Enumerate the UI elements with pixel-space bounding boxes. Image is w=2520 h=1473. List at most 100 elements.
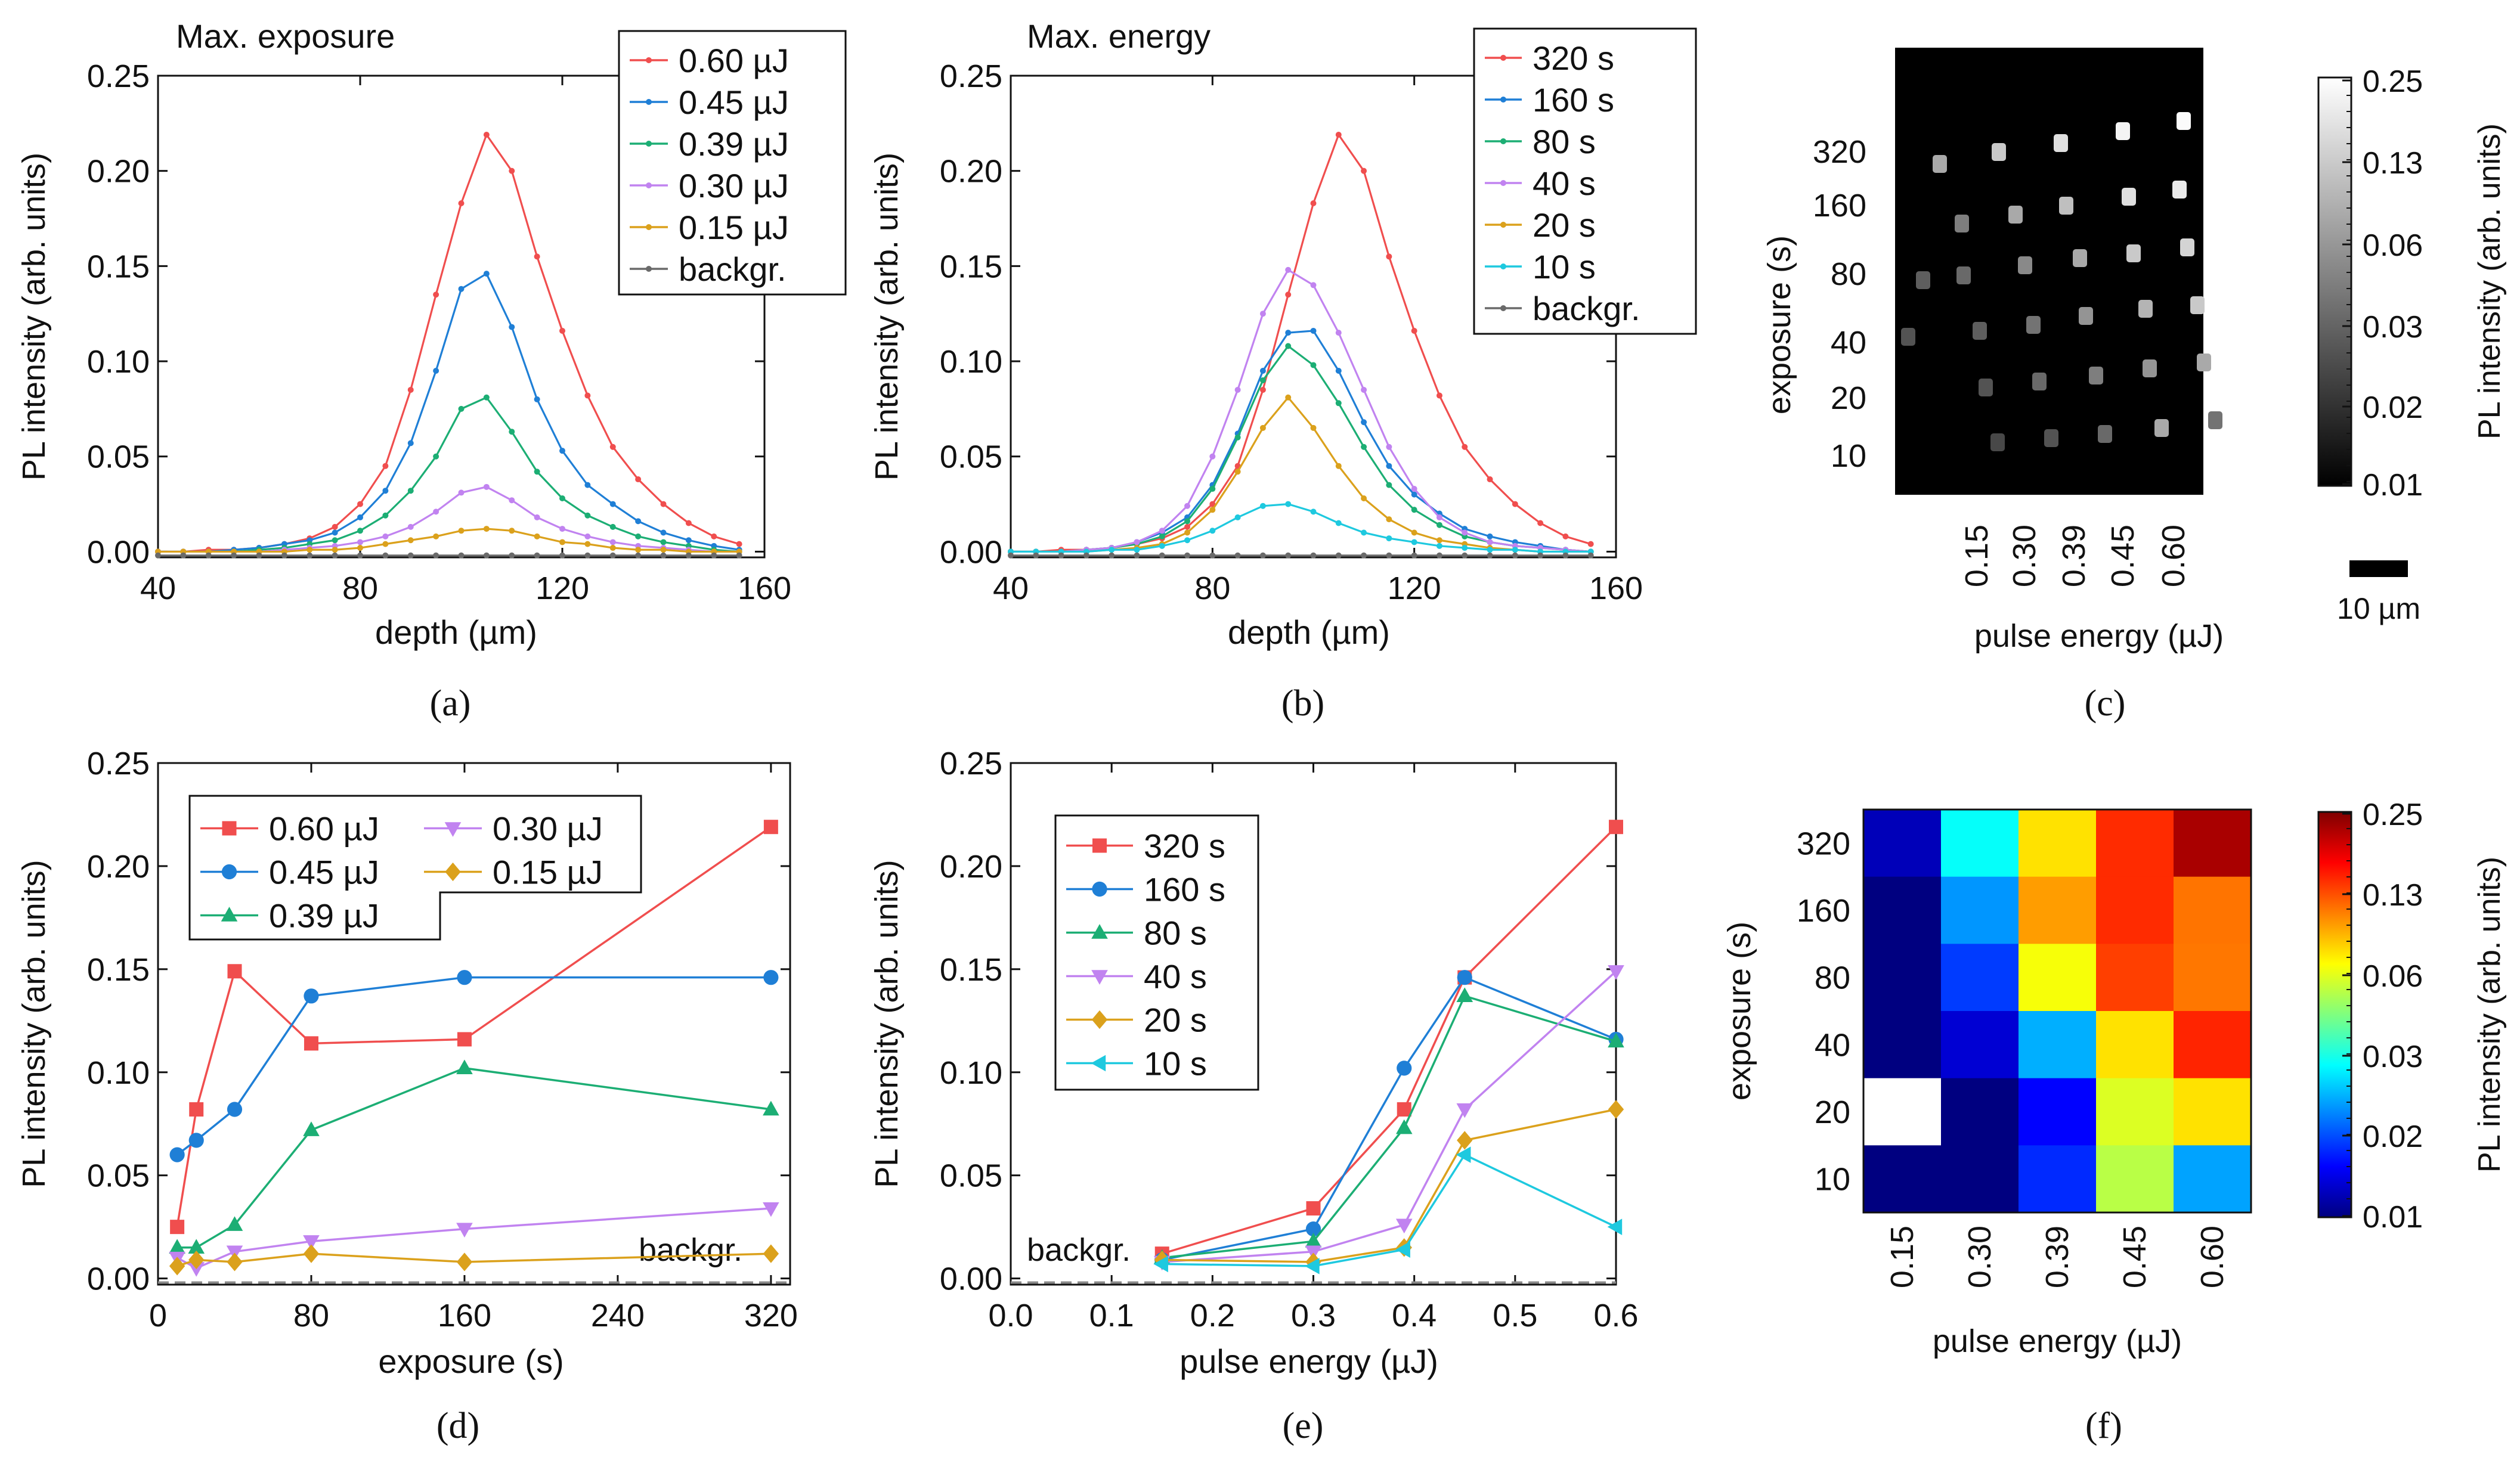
data-point	[456, 1223, 473, 1238]
panel-a-ytick-label: 0.25	[87, 58, 150, 94]
panel-c-caption: (c)	[2085, 683, 2126, 724]
data-point	[1285, 266, 1292, 273]
panel-b-ytick-label: 0.00	[940, 534, 1002, 570]
panel-e-legend: 320 s 160 s 80 s 40 s 20 s 10 s	[1054, 814, 1259, 1091]
data-point	[685, 537, 692, 544]
legend-item: 0.15 µJ	[424, 854, 603, 891]
data-point	[433, 292, 439, 298]
pl-spot	[2208, 411, 2222, 429]
legend-item: 10 s	[1485, 248, 1596, 286]
microscopy-image	[1895, 48, 2203, 495]
data-point	[1209, 528, 1216, 534]
data-point	[1259, 368, 1266, 374]
panel-c-colorbar-tick-label: 0.06	[2363, 228, 2423, 263]
panel-a-ytick-label: 0.15	[87, 249, 150, 284]
legend-marker	[1500, 263, 1506, 269]
data-point	[1209, 552, 1216, 559]
data-point	[609, 545, 616, 551]
legend-marker	[1092, 881, 1107, 897]
panel-e-ytick-label: 0.05	[940, 1158, 1002, 1194]
data-point	[736, 541, 742, 547]
data-point	[584, 512, 591, 519]
panel-f-colorbar-label: PL intensity (arb. units)	[2472, 857, 2507, 1173]
pl-spot	[2073, 249, 2087, 267]
data-point	[1608, 1100, 1624, 1119]
data-point	[1033, 552, 1039, 559]
data-point	[1285, 394, 1292, 401]
heatmap-cell	[2174, 876, 2252, 944]
data-point	[609, 501, 616, 507]
legend-item: 0.39 µJ	[630, 125, 789, 163]
panel-d-xtick-label: 80	[293, 1298, 329, 1334]
data-point	[1259, 552, 1266, 559]
legend-marker	[1091, 1010, 1108, 1029]
panel-a-xlabel: depth (µm)	[375, 613, 537, 651]
data-point	[559, 552, 565, 559]
legend-marker	[445, 862, 461, 882]
data-point	[1159, 542, 1165, 549]
legend-marker	[1092, 838, 1107, 853]
legend-label: 0.45 µJ	[679, 83, 789, 121]
data-point	[1436, 392, 1442, 399]
data-point	[1306, 1201, 1321, 1216]
data-point	[1361, 495, 1367, 501]
data-point	[763, 1202, 779, 1217]
data-point	[509, 324, 515, 330]
heatmap-cell	[2174, 1145, 2252, 1213]
data-point	[1411, 529, 1417, 536]
heatmap-cell	[2096, 944, 2174, 1012]
data-point	[1134, 547, 1140, 553]
data-point	[1234, 514, 1241, 520]
panel-c-xtick-label: 0.30	[2007, 525, 2042, 587]
data-point	[1512, 501, 1518, 507]
data-point	[1487, 533, 1493, 539]
panel-d-ytick-label: 0.15	[87, 952, 150, 988]
data-point	[1607, 1218, 1623, 1235]
legend-marker	[221, 864, 237, 880]
series-line	[1011, 268, 1591, 553]
heatmap-cell	[1941, 876, 2019, 944]
legend-label: backgr.	[679, 250, 787, 288]
data-point	[685, 520, 692, 526]
data-point	[382, 512, 389, 519]
panel-f-colorbar-tick-label: 0.25	[2363, 798, 2423, 832]
data-point	[1285, 501, 1292, 507]
legend-label: 80 s	[1144, 914, 1207, 952]
heatmap-cell	[1941, 1011, 2019, 1079]
data-point	[382, 552, 389, 559]
data-point	[303, 1121, 320, 1136]
data-point	[189, 1102, 204, 1117]
data-point	[609, 523, 616, 530]
data-point	[1361, 552, 1367, 559]
data-point	[1587, 552, 1594, 559]
data-point	[1361, 529, 1367, 536]
panel-e-series-10-s	[1153, 1146, 1623, 1274]
panel-a-corner-text: Max. exposure	[176, 17, 395, 55]
data-point	[1397, 1102, 1411, 1117]
panel-d-axes-frame	[157, 762, 791, 1286]
data-point	[584, 541, 591, 547]
data-point	[483, 394, 490, 401]
data-point	[1395, 1241, 1410, 1258]
data-point	[456, 1059, 473, 1075]
data-point	[1310, 282, 1317, 289]
legend-label: 0.39 µJ	[269, 897, 379, 935]
data-point	[685, 552, 692, 559]
data-point	[1562, 533, 1569, 539]
data-point	[1456, 987, 1473, 1003]
data-point	[303, 1244, 320, 1263]
data-point	[736, 552, 742, 559]
legend-label: backgr.	[1533, 290, 1640, 327]
heatmap-cell	[2019, 1145, 2097, 1213]
data-point	[1335, 463, 1342, 469]
data-point	[483, 552, 490, 559]
pl-spot	[1990, 433, 2005, 451]
data-point	[1487, 547, 1493, 553]
legend-marker	[1091, 924, 1108, 939]
legend-marker	[646, 57, 652, 63]
panel-c-xtick-label: 0.39	[2056, 525, 2092, 587]
data-point	[458, 405, 465, 412]
data-point	[1310, 552, 1317, 559]
data-point	[1457, 1131, 1473, 1150]
data-point	[304, 988, 319, 1004]
